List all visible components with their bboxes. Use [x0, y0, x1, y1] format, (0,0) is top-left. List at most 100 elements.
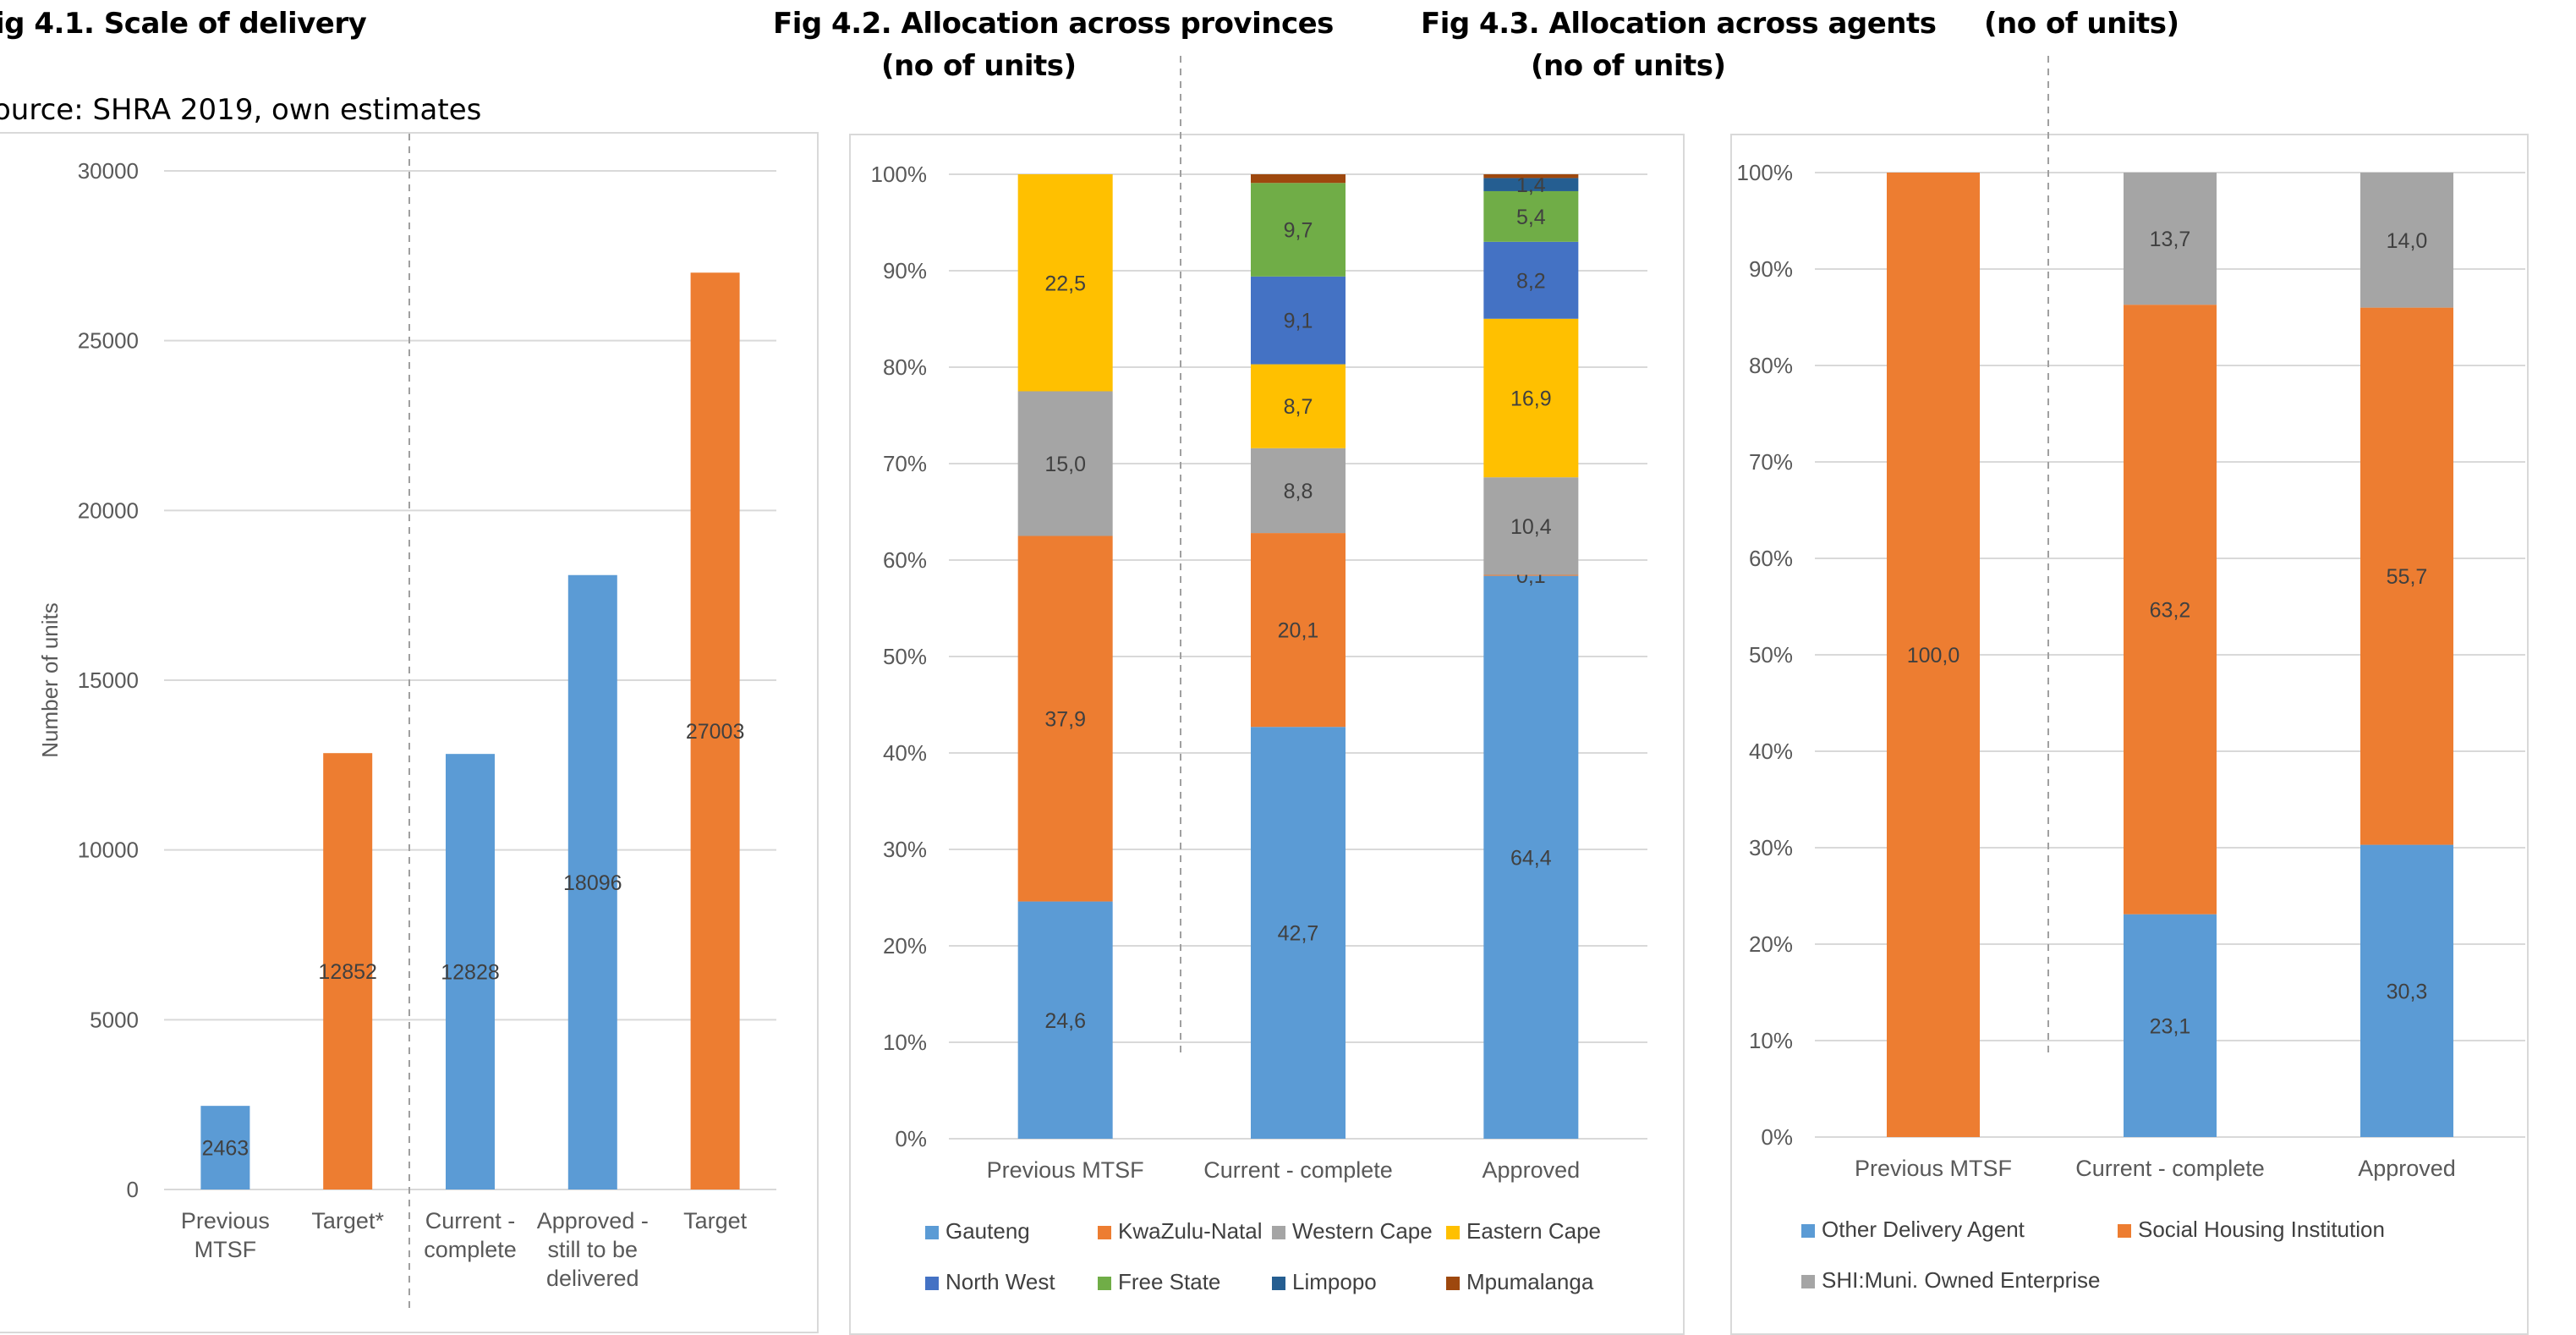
x-tick-label: Previous MTSF	[1855, 1156, 2012, 1181]
legend-agents: Other Delivery Agent Social Housing Inst…	[1801, 1217, 2529, 1310]
legend-label: SHI:Muni. Owned Enterprise	[1822, 1267, 2101, 1293]
legend-swatch	[1098, 1277, 1111, 1291]
y-tick-label: 5000	[90, 1007, 139, 1032]
bar-segment	[1017, 174, 1113, 392]
legend-swatch	[1446, 1277, 1460, 1291]
data-label: 13,7	[2150, 228, 2191, 251]
y-tick-label: 60%	[1749, 546, 1793, 571]
bar	[690, 272, 740, 1190]
bar-segment	[1483, 318, 1579, 478]
fig2-title: Fig 4.2. Allocation across provinces	[773, 7, 1334, 41]
legend-swatch	[1801, 1224, 1815, 1239]
y-tick-label: 30000	[78, 158, 139, 184]
data-label: 37,9	[1044, 708, 1086, 732]
bar-segment	[1251, 727, 1346, 1139]
y-tick-label: 50%	[1749, 642, 1793, 668]
data-label: 23,1	[2150, 1014, 2191, 1038]
bar-segment	[2360, 307, 2453, 845]
y-tick-label: 70%	[883, 451, 927, 476]
bar-segment	[1483, 241, 1579, 319]
y-axis-title: Number of units	[37, 602, 63, 758]
x-tick-label: Target*	[311, 1208, 384, 1233]
data-label: 14,0	[2387, 229, 2428, 253]
bar-segment	[1483, 190, 1579, 242]
legend-provinces: Gauteng KwaZulu-Natal Western Cape Easte…	[925, 1218, 1686, 1311]
y-tick-label: 70%	[1749, 449, 1793, 475]
legend-item: Western Cape	[1272, 1218, 1433, 1244]
y-tick-label: 20%	[1749, 931, 1793, 957]
legend-swatch	[925, 1226, 939, 1240]
y-tick-label: 30%	[883, 837, 927, 862]
legend-label: Other Delivery Agent	[1822, 1217, 2025, 1242]
legend-label: KwaZulu-Natal	[1118, 1218, 1263, 1244]
x-tick-label: Current - complete	[2075, 1156, 2265, 1181]
y-tick-label: 20%	[883, 933, 927, 959]
y-tick-label: 25000	[78, 328, 139, 354]
legend-item: SHI:Muni. Owned Enterprise	[1801, 1267, 2100, 1294]
x-tick-label: delivered	[546, 1266, 639, 1291]
legend-item: Social Housing Institution	[2118, 1217, 2385, 1243]
legend-item: Limpopo	[1272, 1269, 1377, 1295]
y-tick-label: 20000	[78, 497, 139, 523]
y-tick-label: 100%	[871, 162, 928, 187]
bar-segment	[2124, 914, 2217, 1137]
data-label: 8,7	[1284, 395, 1313, 419]
data-label: 27003	[686, 720, 745, 744]
legend-item: Other Delivery Agent	[1801, 1217, 2025, 1243]
legend-swatch	[1272, 1226, 1285, 1240]
bar-segment	[1251, 533, 1346, 728]
x-tick-label: Previous MTSF	[987, 1157, 1144, 1183]
bar	[200, 1106, 250, 1189]
bar-segment	[1483, 575, 1579, 1139]
legend-item: Gauteng	[925, 1218, 1030, 1244]
x-tick-label: Target	[683, 1208, 748, 1233]
bar-segment	[1251, 276, 1346, 365]
y-tick-label: 80%	[883, 354, 927, 380]
data-label: 63,2	[2150, 598, 2191, 622]
y-tick-label: 50%	[883, 644, 927, 669]
legend-label: Social Housing Institution	[2138, 1217, 2385, 1242]
bar	[323, 753, 373, 1189]
y-tick-label: 90%	[1749, 256, 1793, 282]
legend-label: Gauteng	[945, 1218, 1030, 1244]
data-label: 55,7	[2387, 565, 2428, 589]
bar-segment	[1483, 174, 1579, 179]
data-label: 10,4	[1510, 515, 1552, 539]
data-label: 12852	[318, 960, 377, 984]
fig1-source: ource: SHRA 2019, own estimates	[0, 93, 482, 127]
data-label: 8,8	[1284, 480, 1313, 503]
data-label: 22,5	[1044, 272, 1086, 295]
y-tick-label: 10%	[883, 1030, 927, 1055]
bar-segment	[1483, 178, 1579, 191]
x-tick-label: Approved	[2358, 1156, 2456, 1181]
legend-swatch	[1446, 1226, 1460, 1240]
bar-segment	[1017, 901, 1113, 1139]
bar-segment	[1251, 364, 1346, 448]
y-tick-label: 10000	[78, 838, 139, 863]
y-tick-label: 30%	[1749, 835, 1793, 860]
fig3-subtitle-right: (no of units)	[1984, 7, 2179, 41]
bar-segment	[2124, 173, 2217, 305]
data-label: 8,2	[1516, 269, 1546, 293]
y-tick-label: 100%	[1737, 160, 1794, 185]
legend-item: Eastern Cape	[1446, 1218, 1601, 1244]
x-tick-label: still to be	[548, 1237, 639, 1262]
legend-swatch	[2118, 1224, 2131, 1239]
bar-segment	[1251, 448, 1346, 534]
fig2-subtitle: (no of units)	[881, 49, 1077, 83]
bar-segment	[1017, 391, 1113, 536]
legend-item: KwaZulu-Natal	[1098, 1218, 1263, 1244]
y-tick-label: 80%	[1749, 353, 1793, 378]
bar	[567, 574, 617, 1189]
x-tick-label: Previous	[181, 1208, 270, 1233]
y-tick-label: 90%	[883, 258, 927, 283]
data-label: 64,4	[1510, 846, 1552, 870]
legend-label: Free State	[1118, 1269, 1221, 1294]
bar-segment	[1251, 183, 1346, 277]
bar-segment	[2360, 173, 2453, 308]
data-label: 18096	[563, 871, 622, 895]
data-label: 42,7	[1278, 922, 1319, 946]
